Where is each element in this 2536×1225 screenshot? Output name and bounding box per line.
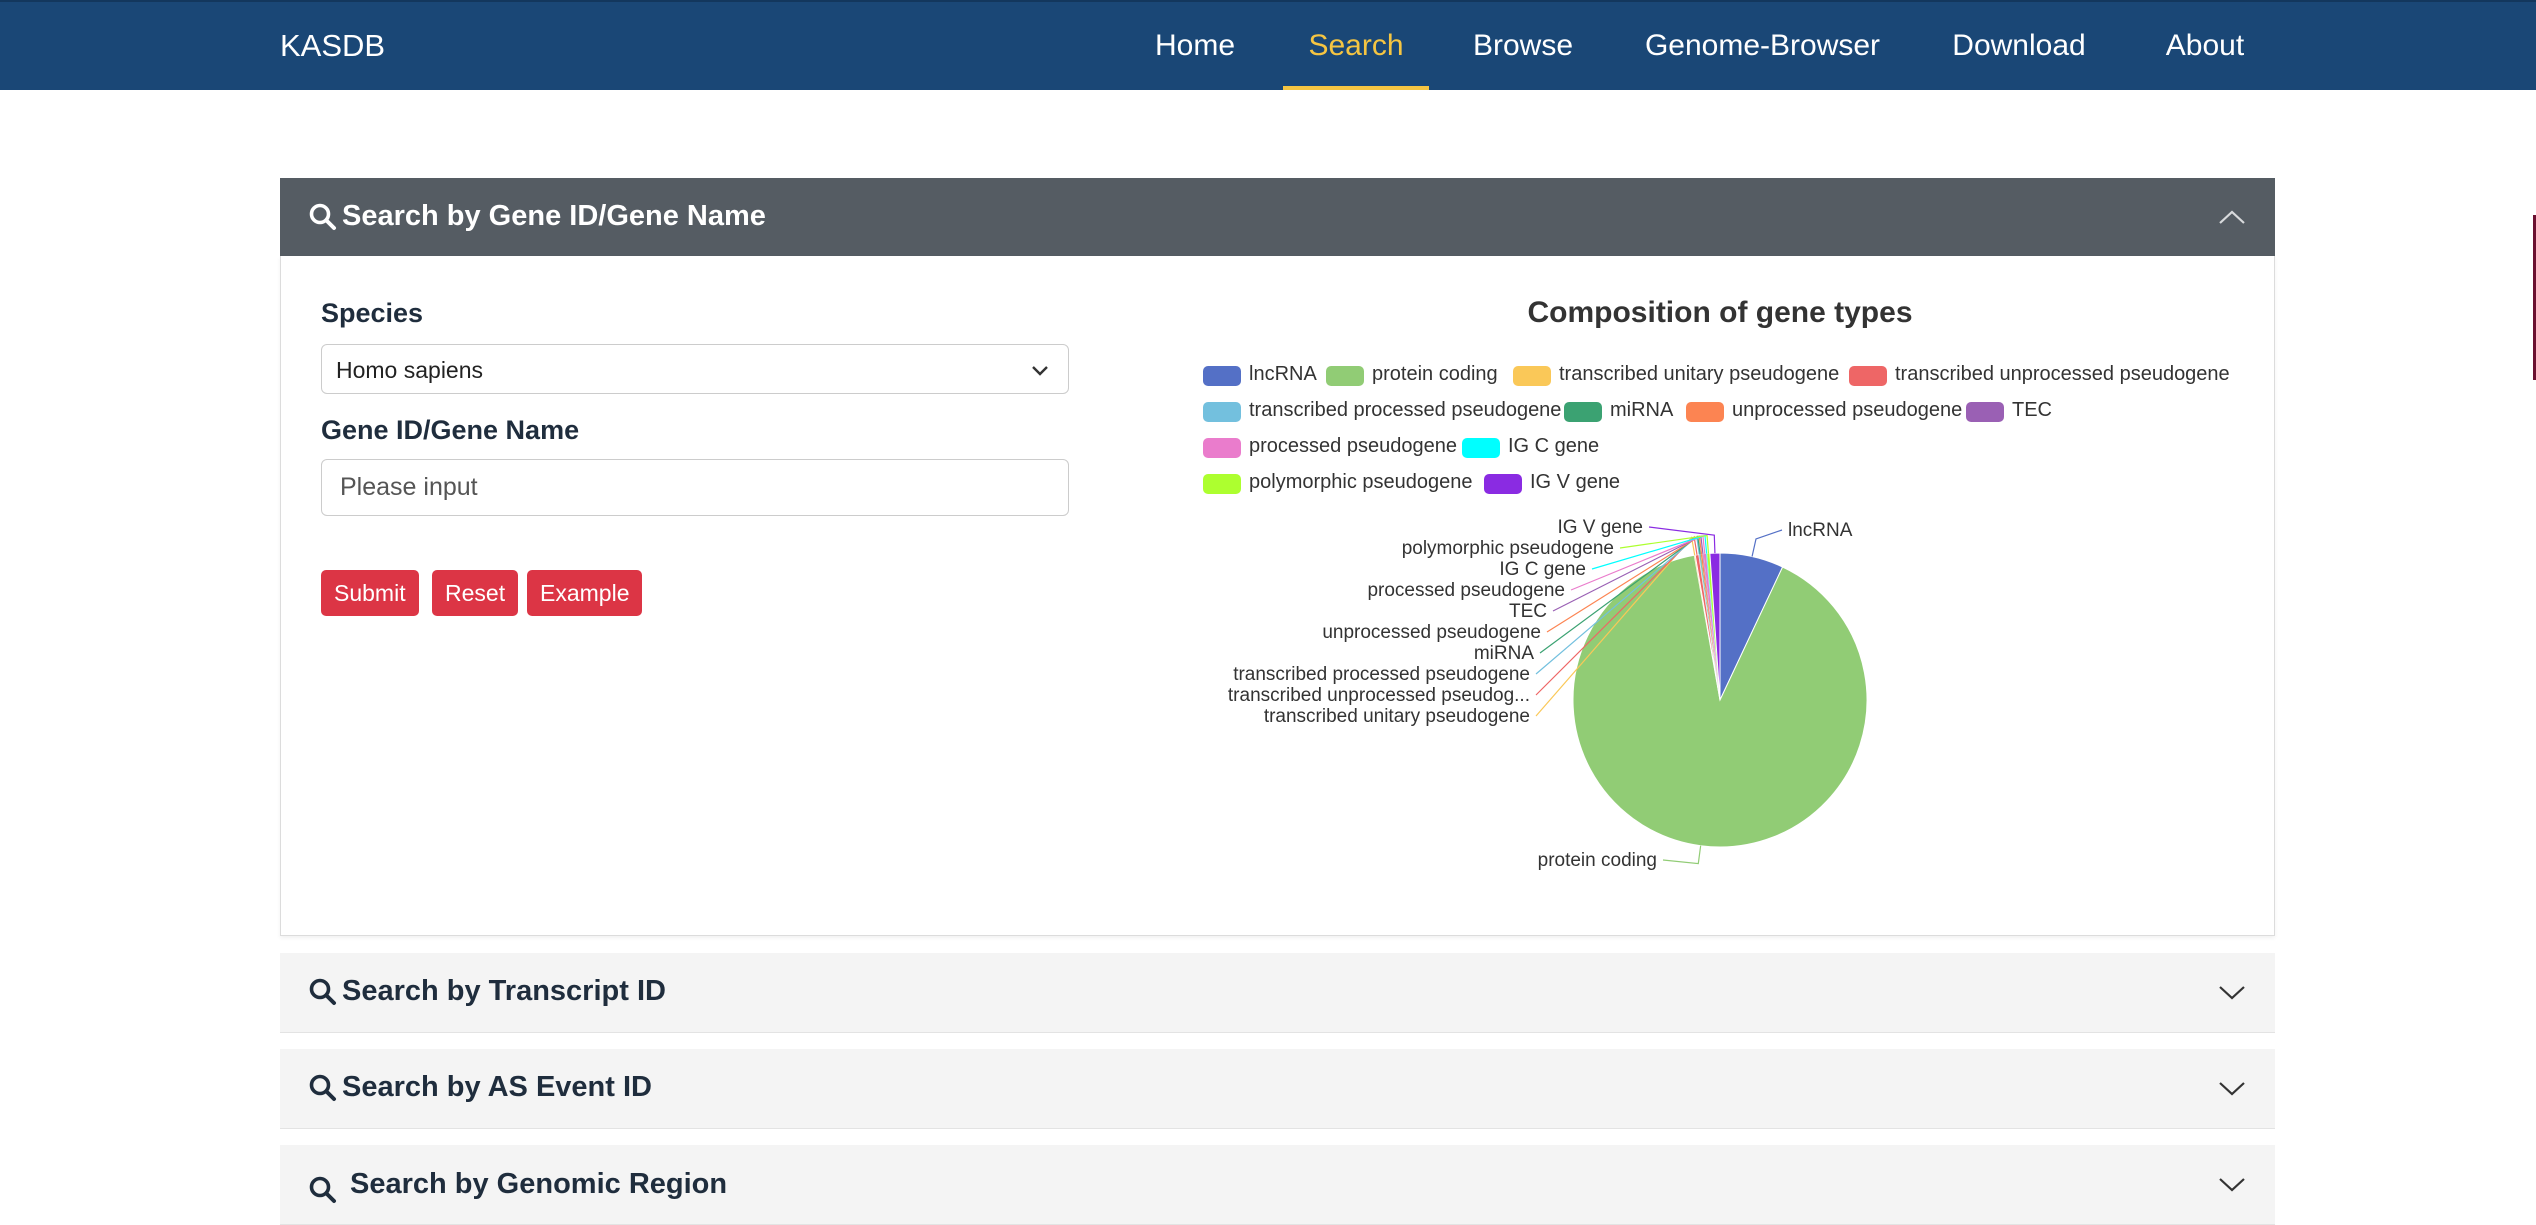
- legend-label: polymorphic pseudogene: [1249, 471, 1473, 493]
- species-select[interactable]: Homo sapiens: [321, 344, 1069, 394]
- pie-leader-line: [1751, 529, 1783, 557]
- legend-label: transcribed unprocessed pseudogene: [1895, 363, 2230, 385]
- nav-genome-browser[interactable]: Genome-Browser: [1644, 29, 1881, 62]
- legend-swatch: [1849, 366, 1887, 386]
- legend-label: lncRNA: [1249, 363, 1317, 385]
- pie-label-transcribed-unitary-pseudogene: transcribed unitary pseudogene: [1264, 706, 1530, 727]
- pie-label-polymorphic-pseudogene: polymorphic pseudogene: [1402, 538, 1614, 559]
- legend-swatch: [1203, 474, 1241, 494]
- legend-swatch: [1203, 366, 1241, 386]
- legend-label: protein coding: [1372, 363, 1498, 385]
- gene-id-label: Gene ID/Gene Name: [321, 415, 580, 445]
- pie-leader-line: [1619, 534, 1710, 554]
- panel-as-event-header[interactable]: Search by AS Event ID: [280, 1049, 2275, 1129]
- chevron-down-icon[interactable]: [2217, 1075, 2247, 1101]
- legend-label: TEC: [2012, 399, 2052, 421]
- pie-label-protein-coding: protein coding: [1538, 850, 1657, 871]
- nav-about[interactable]: About: [2165, 29, 2245, 62]
- nav-search[interactable]: Search: [1283, 2, 1429, 90]
- panel-gene-header[interactable]: Search by Gene ID/Gene Name: [280, 178, 2275, 258]
- species-selected-value: Homo sapiens: [336, 357, 484, 383]
- panel-region-title: Search by Genomic Region: [350, 1168, 728, 1200]
- legend-label: IG V gene: [1530, 471, 1621, 493]
- pie-leader-line: [1662, 845, 1702, 865]
- pie-label-ig-c-gene: IG C gene: [1499, 559, 1586, 580]
- pie-label-ig-v-gene: IG V gene: [1557, 517, 1643, 538]
- chevron-up-icon[interactable]: [2217, 204, 2247, 230]
- pie-label-transcribed-processed-pseudogene: transcribed processed pseudogene: [1233, 664, 1530, 685]
- legend-label: transcribed unitary pseudogene: [1559, 363, 1840, 385]
- pie-chart: lncRNA protein coding transcribed unitary …: [1228, 517, 1868, 871]
- panel-transcript-title: Search by Transcript ID: [342, 975, 666, 1007]
- chevron-down-icon[interactable]: [2217, 979, 2247, 1005]
- pie-label-unprocessed-pseudogene: unprocessed pseudogene: [1322, 622, 1541, 643]
- top-navbar: KASDB Home Search Browse Genome-Browser …: [0, 0, 2536, 90]
- legend-swatch: [1462, 438, 1500, 458]
- pie-label-processed-pseudogene: processed pseudogene: [1367, 580, 1565, 601]
- nav-download[interactable]: Download: [1952, 29, 2086, 62]
- legend-swatch: [1966, 402, 2004, 422]
- pie-slice-ig-v-gene[interactable]: [1709, 552, 1721, 701]
- legend-label: processed pseudogene: [1249, 435, 1457, 457]
- panel-gene-title: Search by Gene ID/Gene Name: [342, 200, 766, 232]
- reset-button[interactable]: Reset: [432, 570, 519, 616]
- legend-swatch: [1686, 402, 1724, 422]
- legend-label: unprocessed pseudogene: [1732, 399, 1963, 421]
- page-edge-marker: [2533, 215, 2536, 380]
- pie-label-transcribed-unprocessed-pseudogene: transcribed unprocessed pseudog...: [1228, 685, 1530, 706]
- panel-region-header[interactable]: Search by Genomic Region: [280, 1145, 2275, 1225]
- nav-home[interactable]: Home: [1154, 29, 1236, 62]
- species-label: Species: [321, 298, 424, 328]
- pie-label-tec: TEC: [1509, 601, 1547, 622]
- chart-title: Composition of gene types: [1527, 296, 1913, 329]
- search-icon: [309, 1074, 336, 1101]
- example-button[interactable]: Example: [527, 570, 643, 616]
- search-icon: [309, 978, 336, 1005]
- search-icon: [309, 203, 336, 230]
- legend-label: transcribed processed pseudogene: [1249, 399, 1562, 421]
- chevron-down-icon[interactable]: [2217, 1171, 2247, 1197]
- site-brand[interactable]: KASDB: [280, 28, 386, 63]
- legend-label: miRNA: [1610, 399, 1674, 421]
- chevron-down-icon: [1032, 366, 1048, 376]
- legend-swatch: [1513, 366, 1551, 386]
- search-icon: [309, 1176, 336, 1203]
- legend-swatch: [1326, 366, 1364, 386]
- pie-leader-line: [1648, 526, 1716, 554]
- legend-swatch: [1484, 474, 1522, 494]
- legend-swatch: [1564, 402, 1602, 422]
- panel-transcript-header[interactable]: Search by Transcript ID: [280, 953, 2275, 1033]
- pie-label-lncrna: lncRNA: [1788, 520, 1853, 541]
- pie-label-mirna: miRNA: [1474, 643, 1534, 664]
- legend-swatch: [1203, 402, 1241, 422]
- submit-button[interactable]: Submit: [321, 570, 419, 616]
- legend-label: IG C gene: [1508, 435, 1600, 457]
- nav-browse[interactable]: Browse: [1472, 29, 1574, 62]
- gene-id-input[interactable]: [321, 459, 1069, 516]
- panel-gene-body: Species Homo sapiens Gene ID/Gene Name S…: [280, 256, 2275, 936]
- panel-as-event-title: Search by AS Event ID: [342, 1071, 652, 1103]
- legend-swatch: [1203, 438, 1241, 458]
